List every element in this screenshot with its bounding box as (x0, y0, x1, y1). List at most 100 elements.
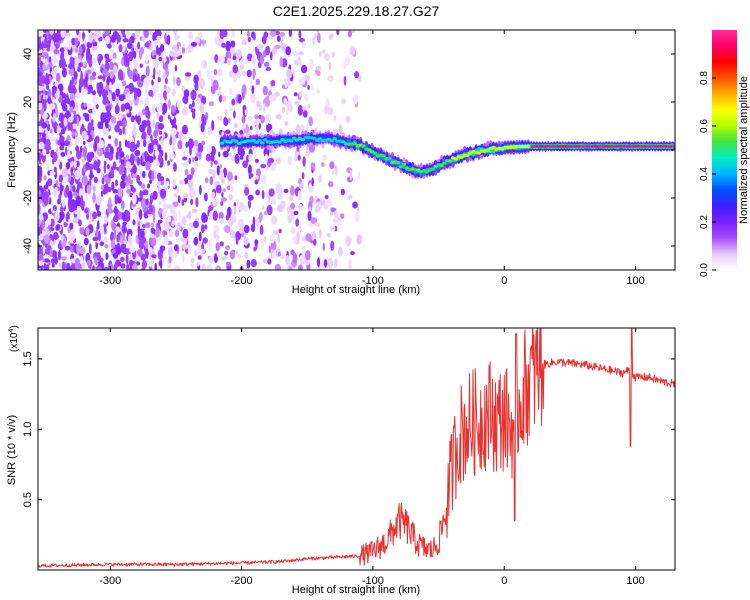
spectrogram-noise-cell (73, 192, 79, 197)
figure-title: C2E1.2025.229.18.27.G27 (273, 3, 440, 19)
spectrogram-noise-cell (69, 183, 74, 192)
spectrogram-noise-cell (328, 61, 332, 71)
spectrogram-noise-cell (151, 140, 154, 147)
spectrogram-noise-cell (126, 263, 130, 270)
spectrogram-ridge-core (562, 145, 565, 148)
spectrogram-noise-cell (126, 57, 130, 67)
spectrogram-noise-cell (109, 145, 113, 155)
spectrogram-noise-cell (183, 89, 190, 98)
spectrogram-ridge-core (583, 145, 586, 148)
spectrogram-noise-cell (270, 160, 277, 172)
spectrogram-noise-cell (197, 240, 202, 248)
spectrogram-noise-cell (104, 84, 111, 92)
spectrogram-noise-cell (220, 197, 227, 202)
spectrogram-noise-cell (182, 228, 189, 239)
spectrogram-ridge-core (535, 145, 539, 148)
spectrogram-noise-cell (267, 157, 275, 164)
spectrogram-noise-cell (165, 77, 168, 85)
spectrogram-noise-cell (199, 102, 205, 114)
spectrogram-noise-cell (301, 64, 308, 74)
spectrogram-ridge-core (640, 145, 644, 148)
spectrogram-noise-cell (182, 193, 189, 199)
spectrogram-noise-cell (354, 71, 360, 79)
spectrogram-noise-cell (223, 118, 229, 126)
spectrogram-noise-cell (159, 259, 163, 269)
spectrogram-noise-cell (162, 51, 167, 61)
spectrogram-noise-cell (227, 171, 233, 182)
spectrogram-noise-cell (65, 212, 69, 222)
spectrogram-noise-cell (43, 234, 50, 244)
spectrogram-noise-cell (128, 233, 132, 245)
spectrogram-noise-cell (193, 74, 199, 84)
spectrogram-noise-cell (314, 69, 319, 75)
spectrogram-noise-cell (53, 190, 57, 197)
spectrogram-noise-cell (219, 54, 225, 65)
spectrogram-noise-cell (68, 68, 75, 76)
spectrogram-ridge-core (564, 145, 568, 148)
spectrogram-ridge-cell (352, 142, 357, 146)
spectrogram-noise-cell (204, 192, 208, 202)
spectrogram-noise-cell (267, 258, 272, 265)
spectrogram-noise-cell (187, 31, 194, 40)
spectrogram-noise-cell (328, 77, 333, 82)
snr-x-axis: -300 -200 -100 0 100 (99, 328, 645, 587)
spectrogram-noise-cell (122, 38, 129, 43)
spectrogram-noise-cell (139, 170, 143, 179)
spectrogram-noise-cell (75, 195, 81, 207)
spectrogram-x-axis: -300 -200 -100 0 100 (99, 30, 645, 287)
spectrogram-noise-cell (97, 121, 103, 130)
spectrogram-noise-cell (255, 124, 260, 135)
spectrogram-noise-cell (38, 248, 42, 255)
spectrogram-noise-cell (44, 258, 50, 263)
spectrogram-noise-cell (263, 61, 270, 67)
spectrogram-noise-cell (243, 128, 250, 134)
spectrogram-noise-cell (307, 210, 312, 222)
spectrogram-noise-cell (53, 49, 60, 55)
spectrogram-noise-cell (158, 56, 163, 62)
spectrogram-noise-cell (63, 140, 70, 147)
spectrogram-noise-cell (151, 119, 156, 129)
spectrogram-noise-cell (113, 65, 116, 70)
spectrogram-noise-cell (310, 162, 314, 170)
spectrogram-ridge-core (627, 145, 631, 148)
spectrogram-noise-cell (188, 103, 193, 110)
spectrogram-noise-cell (60, 256, 67, 261)
spectrogram-noise-cell (284, 78, 288, 89)
spectrogram-noise-cell (92, 236, 99, 242)
spectrogram-noise-cell (268, 245, 272, 254)
spectrogram-noise-cell (243, 224, 250, 234)
spectrogram-noise-cell (117, 211, 123, 220)
spectrogram-noise-cell (81, 157, 85, 166)
spectrogram-noise-cell (85, 193, 88, 204)
spectrogram-noise-cell (69, 142, 73, 147)
spectrogram-noise-cell (298, 225, 302, 235)
spectrogram-noise-cell (71, 123, 78, 130)
spectrogram-noise-cell (301, 245, 306, 255)
spectrogram-noise-cell (254, 239, 259, 246)
spectrogram-noise-cell (92, 185, 96, 192)
spectrogram-noise-cell (248, 173, 254, 178)
spectrogram-noise-cell (57, 88, 60, 99)
spectrogram-noise-cell (103, 126, 109, 136)
spectrogram-noise-cell (61, 234, 64, 242)
spectrogram-noise-cell (242, 105, 247, 111)
spectrogram-noise-cell (228, 193, 233, 201)
spectrogram-noise-cell (114, 104, 120, 115)
spectrogram-noise-cell (55, 108, 59, 118)
spectrogram-noise-cell (218, 151, 221, 158)
spectrogram-noise-cell (51, 108, 56, 114)
spectrogram-ridge-core (533, 145, 536, 148)
spectrogram-ridge-cell (291, 136, 297, 140)
spectrogram-noise-cell (132, 51, 137, 59)
spectrogram-noise-cell (224, 225, 231, 234)
spectrogram-noise-cell (114, 205, 118, 215)
spectrogram-noise-cell (255, 78, 260, 86)
spectrogram-noise-cell (96, 210, 102, 217)
spectrogram-noise-cell (308, 58, 314, 70)
spectrogram-noise-cell (156, 30, 162, 37)
spectrogram-noise-cell (95, 135, 100, 144)
spectrogram-noise-cell (203, 214, 208, 223)
spectrogram-noise-cell (61, 168, 69, 178)
spectrogram-noise-cell (63, 117, 68, 127)
